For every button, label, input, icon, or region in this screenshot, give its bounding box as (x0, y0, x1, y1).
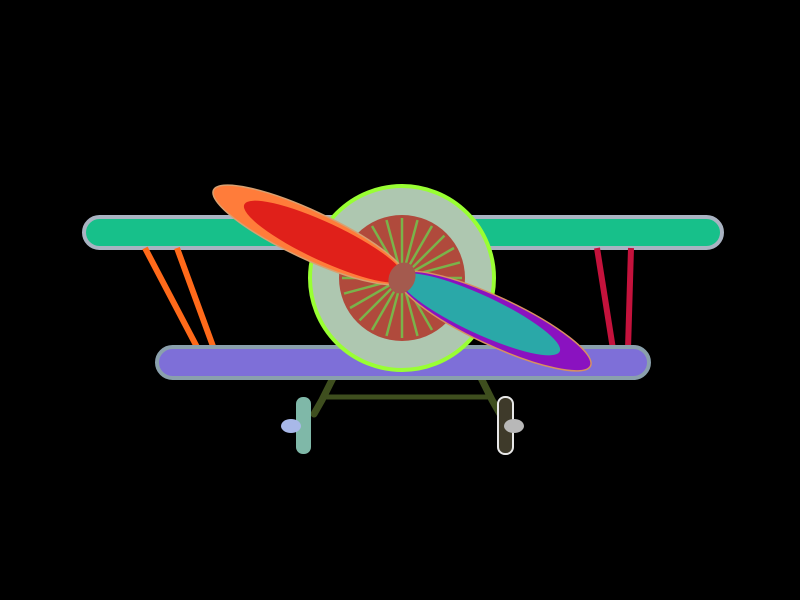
left-strut-outer (142, 246, 201, 351)
engine-spoke (404, 225, 434, 272)
engine-spoke (349, 280, 396, 310)
gear-left-leg (310, 368, 340, 418)
right-axle-cap (504, 419, 524, 433)
right-strut-inner (625, 247, 634, 350)
blade-lower-inner (399, 273, 561, 356)
wheel-right (497, 396, 524, 455)
left-struts (142, 246, 217, 351)
engine-spoke (402, 219, 419, 271)
engine-spoke (406, 234, 446, 274)
left-axle-cap (281, 419, 301, 433)
propeller-hub (388, 262, 416, 294)
right-strut-outer (594, 247, 616, 350)
engine-spoke (358, 282, 398, 322)
right-struts (594, 247, 634, 350)
left-tire (296, 397, 311, 454)
engine-spoke (408, 246, 455, 276)
wheel-icon (281, 397, 311, 454)
propeller-icon (212, 184, 592, 372)
blade-upper-inner (243, 200, 405, 283)
engine-spoke (370, 284, 400, 331)
engine-spoke (385, 285, 402, 337)
left-strut-inner (174, 246, 217, 351)
